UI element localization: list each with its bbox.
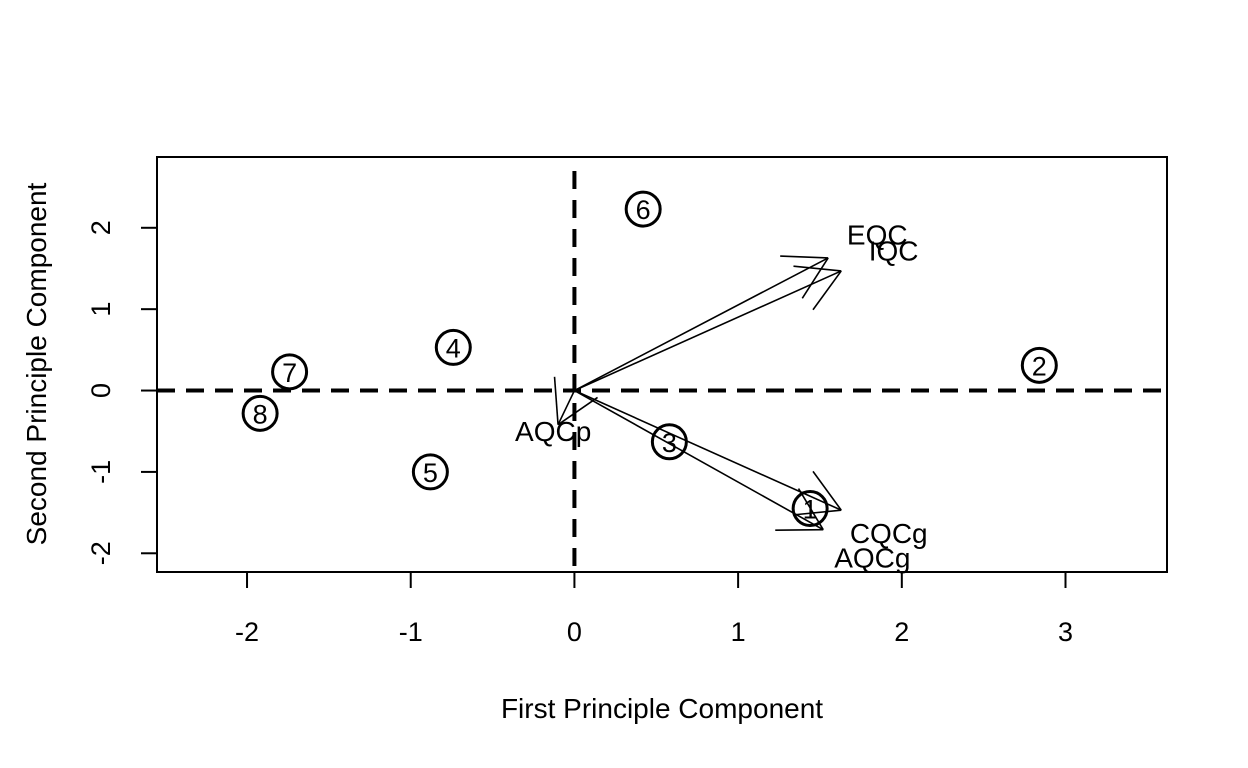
y-tick-label: 1 <box>86 302 116 317</box>
loading-label: CQCg <box>850 518 928 549</box>
plot-area-frame <box>156 156 1168 573</box>
data-point: 3 <box>650 423 688 461</box>
x-tick-label: 0 <box>567 617 582 647</box>
data-point-label: 7 <box>282 358 297 388</box>
x-tick-label: 3 <box>1058 617 1073 647</box>
data-point-label: 3 <box>662 428 677 458</box>
x-tick-label: 2 <box>894 617 909 647</box>
loading-label: EQC <box>847 219 908 250</box>
data-point: 1 <box>791 490 829 528</box>
data-point: 8 <box>241 394 279 432</box>
reference-lines <box>157 171 1167 572</box>
data-point: 6 <box>624 190 662 228</box>
loading-arrow <box>574 389 842 516</box>
data-point-label: 8 <box>253 399 268 429</box>
x-tick-label: -1 <box>399 617 423 647</box>
data-point: 5 <box>411 453 449 491</box>
y-tick-label: 2 <box>86 220 116 235</box>
loading-arrow <box>574 389 824 531</box>
loading-arrow <box>574 265 842 392</box>
data-point: 4 <box>434 328 472 366</box>
y-tick-label: 0 <box>86 383 116 398</box>
data-point-label: 5 <box>423 458 438 488</box>
loading-label: AQCp <box>515 416 591 447</box>
data-point-label: 2 <box>1032 351 1047 381</box>
loading-arrow <box>553 376 599 426</box>
loading-label: AQCg <box>834 542 910 573</box>
data-point-label: 6 <box>636 195 651 225</box>
x-tick-label: 1 <box>731 617 746 647</box>
axes: -2 -1 0 1 2 3 -2 -1 0 1 2 <box>86 220 1073 647</box>
y-tick-label: -1 <box>86 460 116 484</box>
data-point-label: 1 <box>803 495 818 525</box>
x-axis-label: First Principle Component <box>501 693 823 724</box>
y-axis-label: Second Principle Component <box>21 182 52 545</box>
loading-arrow <box>574 255 829 392</box>
data-point: 2 <box>1020 346 1058 384</box>
data-point: 7 <box>271 353 309 391</box>
loading-label: IQC <box>869 236 919 267</box>
y-tick-label: -2 <box>86 541 116 565</box>
data-point-label: 4 <box>446 333 461 363</box>
data-points: 1 2 3 4 5 6 78 <box>241 190 1058 528</box>
x-tick-label: -2 <box>235 617 259 647</box>
